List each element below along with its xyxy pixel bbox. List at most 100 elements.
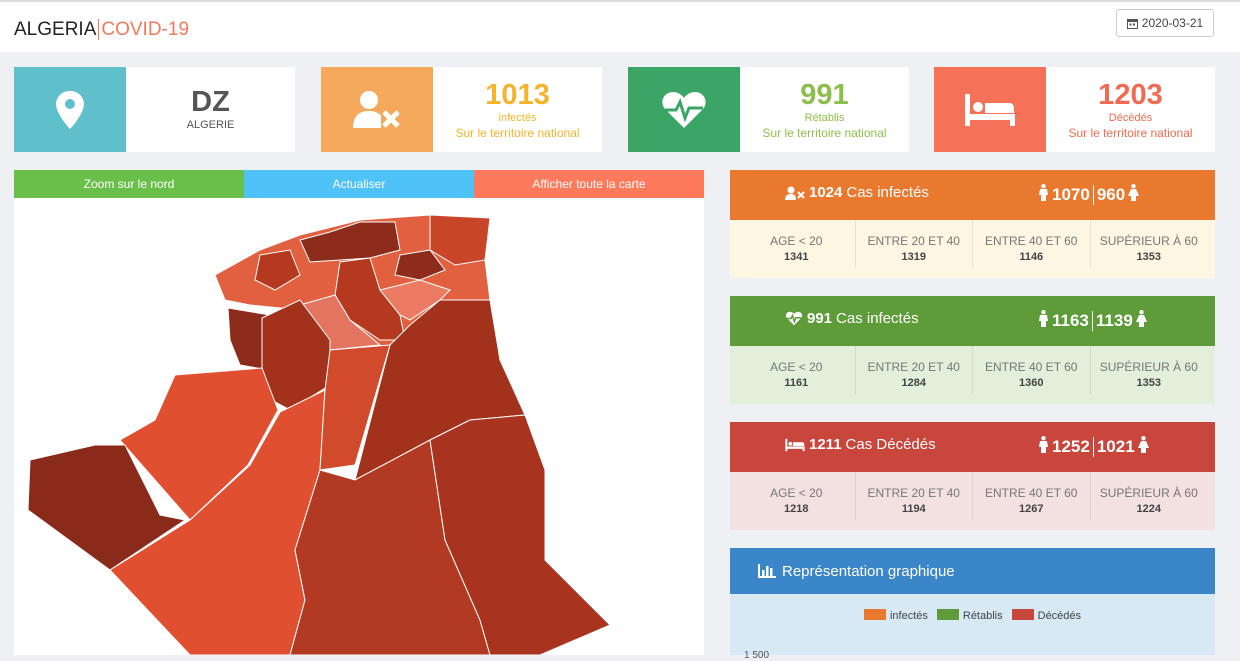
- age-label: ENTRE 40 ET 60: [985, 360, 1078, 374]
- female-count: 1021: [1092, 437, 1135, 457]
- age-value: 1353: [1136, 377, 1161, 389]
- chart-panel-header: Représentation graphique: [730, 548, 1215, 594]
- male-glyph: [1039, 310, 1048, 327]
- legend: infectés Rétablis Décédés: [730, 609, 1215, 622]
- region[interactable]: [299, 221, 401, 263]
- age-value: 1161: [784, 377, 809, 389]
- legend-swatch: [863, 609, 886, 620]
- region[interactable]: [227, 307, 271, 371]
- region[interactable]: [254, 249, 301, 291]
- recovered-note: Sur le territoire national: [762, 125, 887, 140]
- pin-icon-box: [14, 67, 126, 152]
- infected-panel: 1024 Cas infectés 1070 960 AGE < 20 1341 EN…: [730, 170, 1215, 278]
- panel-header: 1024 Cas infectés 1070 960: [730, 170, 1215, 220]
- bed-icon: [785, 438, 805, 451]
- bar-chart-icon: [758, 564, 776, 578]
- male-glyph: [1039, 184, 1048, 201]
- region[interactable]: [319, 344, 391, 471]
- age-label: ENTRE 20 ET 40: [867, 486, 960, 500]
- legend-item[interactable]: Décédés: [1011, 609, 1081, 622]
- brand-title: ALGERIA: [14, 19, 97, 40]
- brand-subtitle: COVID-19: [98, 19, 190, 40]
- deaths-value: 1203: [1098, 78, 1163, 111]
- region[interactable]: [27, 444, 187, 571]
- deaths-label: Décédés: [1108, 111, 1153, 124]
- age-col: SUPÉRIEUR À 60 1353: [1091, 346, 1208, 394]
- age-col: AGE < 20 1161: [738, 346, 856, 394]
- legend-item[interactable]: Rétablis: [936, 609, 1003, 622]
- female-glyph: [1137, 436, 1149, 453]
- male-icon: [1038, 436, 1049, 458]
- panel-label: Cas Décédés: [845, 436, 936, 453]
- deaths-note: Sur le territoire national: [1068, 125, 1193, 140]
- refresh-button[interactable]: Actualiser: [244, 170, 474, 198]
- age-col: ENTRE 20 ET 40 1319: [856, 220, 973, 268]
- date-picker[interactable]: 2020-03-21: [1116, 9, 1214, 37]
- age-value: 1353: [1136, 251, 1161, 263]
- zoom-north-button[interactable]: Zoom sur le nord: [14, 170, 244, 198]
- infected-card: 1013 infectés Sur le territoire national: [321, 67, 602, 152]
- age-col: ENTRE 20 ET 40 1194: [856, 472, 973, 520]
- deaths-icon-box: [934, 67, 1046, 152]
- age-value: 1341: [784, 251, 809, 263]
- recovered-card: 991 Rétablis Sur le territoire national: [628, 67, 909, 152]
- age-value: 1218: [784, 503, 809, 515]
- gender-counts: 1163 1139: [1038, 310, 1147, 332]
- legend-item[interactable]: infectés: [863, 609, 928, 622]
- panel-title: 991 Cas infectés: [785, 310, 919, 327]
- age-col: SUPÉRIEUR À 60 1224: [1091, 472, 1208, 520]
- female-icon: [1137, 436, 1149, 458]
- panel-count: 1211: [809, 436, 842, 453]
- male-count: 1252: [1052, 437, 1090, 456]
- heart-icon: [662, 91, 706, 128]
- male-icon: [1038, 310, 1049, 332]
- legend-label: Rétablis: [962, 610, 1003, 622]
- age-value: 1146: [1019, 251, 1044, 263]
- recovered-panel: 991 Cas infectés 1163 1139 AGE < 20 1161 EN…: [730, 296, 1215, 404]
- age-label: AGE < 20: [770, 360, 823, 374]
- age-col: ENTRE 40 ET 60 1146: [973, 220, 1091, 268]
- male-glyph: [1039, 436, 1048, 453]
- female-glyph: [1135, 310, 1147, 327]
- infected-icon-box: [321, 67, 433, 152]
- legend-swatch: [936, 609, 959, 620]
- chart-panel: Représentation graphique infectés Rétabli…: [730, 548, 1215, 661]
- country-text: DZ ALGERIE: [126, 67, 295, 152]
- user-x-icon: [353, 90, 400, 128]
- panel-count: 991: [807, 310, 833, 327]
- recovered-icon-box: [628, 67, 740, 152]
- male-count: 1163: [1052, 311, 1089, 330]
- age-col: ENTRE 20 ET 40 1284: [856, 346, 973, 394]
- age-label: ENTRE 40 ET 60: [985, 234, 1078, 248]
- age-col: AGE < 20 1218: [738, 472, 856, 520]
- panel-title: 1024 Cas infectés: [785, 184, 929, 201]
- deaths-card: 1203 Décédés Sur le territoire national: [934, 67, 1215, 152]
- region[interactable]: [429, 214, 491, 266]
- panel-label: Cas infectés: [836, 310, 919, 327]
- gender-counts: 1070 960: [1038, 184, 1140, 206]
- female-count: 960: [1092, 185, 1125, 205]
- calendar-icon: [1126, 18, 1138, 29]
- age-value: 1319: [901, 251, 926, 263]
- age-col: SUPÉRIEUR À 60 1353: [1091, 220, 1208, 268]
- date-text: 2020-03-21: [1141, 16, 1204, 30]
- legend-label: infectés: [889, 610, 928, 622]
- age-col: ENTRE 40 ET 60 1360: [973, 346, 1091, 394]
- infected-value: 1013: [485, 78, 550, 111]
- region[interactable]: [119, 367, 279, 521]
- age-label: SUPÉRIEUR À 60: [1099, 360, 1198, 374]
- infected-text: 1013 infectés Sur le territoire national: [433, 67, 602, 152]
- age-value: 1224: [1136, 503, 1161, 515]
- region[interactable]: [429, 414, 611, 656]
- age-value: 1194: [901, 503, 926, 515]
- show-map-button[interactable]: Afficher toute la carte: [474, 170, 704, 198]
- male-icon: [1038, 184, 1049, 206]
- country-name: ALGERIE: [186, 119, 235, 131]
- age-label: SUPÉRIEUR À 60: [1099, 234, 1198, 248]
- male-count: 1070: [1052, 185, 1090, 204]
- age-label: SUPÉRIEUR À 60: [1099, 486, 1198, 500]
- region[interactable]: [394, 249, 446, 281]
- age-col: ENTRE 40 ET 60 1267: [973, 472, 1091, 520]
- panel-count: 1024: [809, 184, 843, 201]
